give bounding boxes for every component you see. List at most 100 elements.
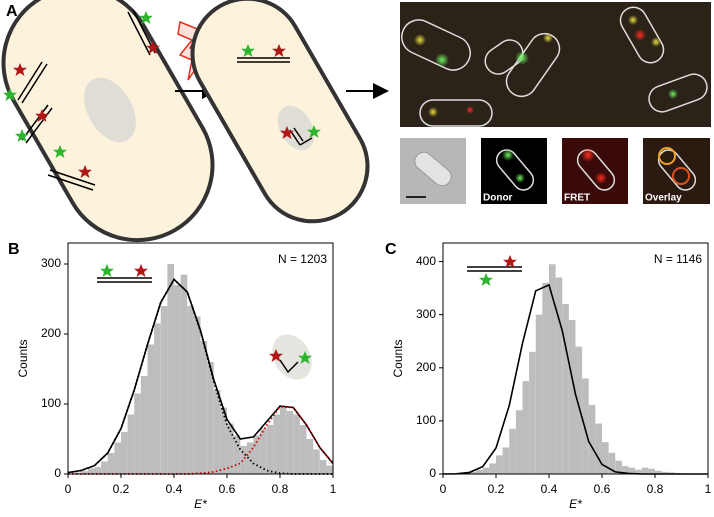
y-axis-label: Counts bbox=[16, 339, 30, 377]
bar bbox=[154, 323, 161, 474]
bar bbox=[588, 404, 596, 474]
cell bbox=[190, 0, 370, 224]
bar bbox=[509, 428, 516, 474]
bar bbox=[266, 425, 274, 474]
bar bbox=[615, 460, 622, 474]
bar bbox=[227, 423, 234, 474]
dna-duplexes bbox=[237, 57, 313, 146]
bar bbox=[469, 471, 477, 474]
bar bbox=[555, 277, 563, 474]
bar bbox=[107, 453, 115, 474]
annotation: N = 1146 bbox=[654, 252, 702, 266]
bar bbox=[482, 467, 490, 474]
panel-label: B bbox=[8, 241, 20, 258]
bar bbox=[595, 423, 602, 474]
x-tick-label: 1 bbox=[705, 482, 712, 496]
bar bbox=[121, 432, 128, 474]
y-tick-label: 200 bbox=[416, 360, 436, 374]
image-label: Donor bbox=[483, 193, 513, 204]
bar bbox=[87, 468, 95, 474]
x-tick-label: 0.2 bbox=[113, 482, 130, 496]
y-tick-label: 0 bbox=[429, 466, 436, 480]
x-tick-label: 0.4 bbox=[541, 482, 558, 496]
bar bbox=[233, 435, 241, 474]
bar bbox=[240, 446, 247, 474]
bar bbox=[313, 449, 320, 474]
y-axis-label: Counts bbox=[391, 339, 405, 377]
x-tick-label: 0.6 bbox=[219, 482, 236, 496]
bar bbox=[648, 468, 655, 474]
y-tick-label: 300 bbox=[41, 256, 61, 270]
x-tick-label: 0 bbox=[440, 482, 447, 496]
bar bbox=[306, 439, 314, 474]
bar bbox=[193, 316, 201, 474]
x-axis-label: E* bbox=[194, 497, 207, 511]
bar bbox=[187, 306, 194, 474]
y-tick-label: 200 bbox=[41, 326, 61, 340]
bar bbox=[286, 411, 294, 474]
y-tick-label: 300 bbox=[416, 307, 436, 321]
bar bbox=[476, 469, 483, 474]
bar bbox=[260, 428, 267, 474]
complex-icon bbox=[269, 334, 312, 380]
bar bbox=[489, 463, 496, 474]
bar bbox=[273, 414, 280, 474]
bar bbox=[529, 351, 536, 474]
bar bbox=[180, 274, 188, 474]
bar bbox=[299, 425, 307, 474]
bar bbox=[293, 414, 300, 474]
bar bbox=[515, 410, 523, 474]
panel-label: C bbox=[385, 241, 397, 258]
y-tick-label: 100 bbox=[416, 413, 436, 427]
bar bbox=[81, 471, 88, 474]
bar bbox=[147, 344, 155, 474]
annotation: N = 1203 bbox=[278, 252, 327, 266]
bar bbox=[319, 460, 327, 474]
chart: 0 0.2 0.4 0.6 0.8 1 0 100 200 300 E* Counts N = 1203… bbox=[8, 241, 337, 511]
bar bbox=[101, 461, 108, 474]
bar bbox=[635, 469, 642, 474]
fit-curve bbox=[67, 278, 334, 474]
bar bbox=[114, 442, 121, 474]
bar bbox=[575, 346, 583, 474]
bar bbox=[582, 378, 589, 474]
bar bbox=[628, 467, 636, 474]
x-tick-label: 1 bbox=[330, 482, 337, 496]
y-tick-label: 0 bbox=[54, 466, 61, 480]
bar bbox=[94, 467, 102, 474]
bar bbox=[549, 264, 556, 474]
plot-frame bbox=[67, 242, 334, 475]
x-tick-label: 0.2 bbox=[488, 482, 505, 496]
x-tick-label: 0.8 bbox=[647, 482, 664, 496]
x-tick-label: 0 bbox=[65, 482, 72, 496]
bar bbox=[641, 467, 649, 474]
bar bbox=[496, 455, 503, 474]
x-tick-label: 0.6 bbox=[594, 482, 611, 496]
y-tick-label: 400 bbox=[416, 254, 436, 268]
bar bbox=[621, 466, 629, 474]
bar bbox=[568, 320, 576, 474]
bar bbox=[502, 447, 510, 474]
complex-icon bbox=[84, 77, 136, 143]
bar bbox=[200, 341, 208, 474]
bar bbox=[213, 390, 221, 474]
bar bbox=[602, 442, 609, 474]
image-label: Overlay bbox=[645, 193, 682, 204]
image-label: FRET bbox=[564, 193, 590, 204]
bar bbox=[535, 314, 543, 474]
x-tick-label: 0.8 bbox=[272, 482, 289, 496]
micrograph bbox=[400, 2, 711, 127]
bar bbox=[207, 362, 214, 474]
fret-image bbox=[562, 138, 628, 204]
bar bbox=[127, 414, 135, 474]
bar bbox=[280, 407, 287, 474]
bar bbox=[253, 435, 261, 474]
bar bbox=[134, 393, 141, 474]
duplex-icon bbox=[97, 266, 522, 283]
bar bbox=[326, 465, 333, 474]
bar bbox=[167, 264, 174, 474]
bar bbox=[608, 452, 616, 474]
chart: 0 0.2 0.4 0.6 0.8 1 0 100 200 300 400 E* Counts N = 1… bbox=[385, 241, 712, 511]
x-axis-label: E* bbox=[569, 497, 582, 511]
